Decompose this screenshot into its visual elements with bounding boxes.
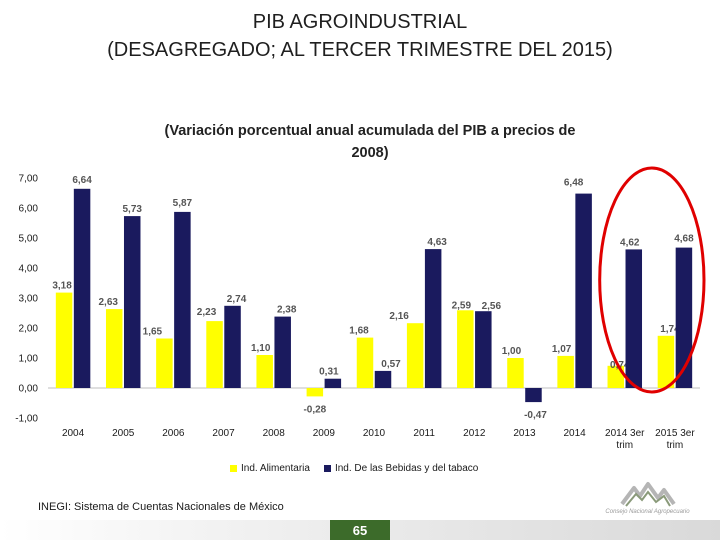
x-tick-label: 2004 <box>62 428 85 439</box>
x-tick-label: 2015 3er <box>655 428 695 439</box>
x-tick-label: 2005 <box>112 428 135 439</box>
title-line-2: (DESAGREGADO; AL TERCER TRIMESTRE DEL 20… <box>107 39 613 61</box>
data-label: 2,23 <box>197 307 217 318</box>
bar-beverages <box>475 311 492 388</box>
chart-subtitle: (Variación porcentual anual acumulada de… <box>164 123 576 161</box>
x-tick-label: 2008 <box>263 428 286 439</box>
logo-caption: Consejo Nacional Agropecuario <box>605 509 690 515</box>
data-label: -0,28 <box>303 404 326 415</box>
bar-beverages <box>625 249 643 388</box>
y-tick-label: 4,00 <box>19 264 39 275</box>
bar-food <box>557 355 574 388</box>
mountains-logo-icon <box>619 482 676 507</box>
x-tick-label: 2010 <box>363 428 386 439</box>
data-label: 5,87 <box>173 198 193 209</box>
bar-chart: -1,00 0,00 1,00 2,00 3,00 4,00 5,00 6,00 7,00 3,1… <box>15 166 706 451</box>
data-label: 4,63 <box>427 237 447 248</box>
data-label: 0,74 <box>610 360 630 371</box>
bar-food <box>507 358 524 388</box>
organization-logo: Consejo Nacional Agropecuario <box>590 480 705 520</box>
data-label: 5,73 <box>122 204 142 215</box>
data-label: 1,74 <box>660 324 680 335</box>
bar-food <box>206 321 223 388</box>
data-label: 4,68 <box>674 234 694 245</box>
data-label: 1,10 <box>251 343 271 354</box>
data-label: 1,00 <box>502 346 522 357</box>
legend-item-food: Ind. Alimentaria <box>230 463 310 474</box>
bar-beverages <box>324 378 342 388</box>
data-label: 2,16 <box>389 311 409 322</box>
bar-food <box>657 335 675 388</box>
bar-food <box>105 309 123 388</box>
x-tick-label: 2014 3er <box>605 428 645 439</box>
chart-legend: Ind. Alimentaria Ind. De las Bebidas y d… <box>230 463 478 474</box>
x-tick-label: 2013 <box>513 428 536 439</box>
bar-beverages <box>374 370 392 388</box>
data-label: 0,57 <box>381 359 401 370</box>
data-label: 2,59 <box>452 300 472 311</box>
highlight-ellipse <box>598 166 706 394</box>
y-tick-label: 3,00 <box>19 294 39 305</box>
y-tick-label: 2,00 <box>19 324 39 335</box>
y-tick-label: 5,00 <box>19 234 39 245</box>
legend-label-food: Ind. Alimentaria <box>241 463 310 474</box>
legend-label-beverages: Ind. De las Bebidas y del tabaco <box>334 463 479 474</box>
bar-beverages <box>224 305 241 388</box>
bar-beverages <box>123 216 141 388</box>
x-tick-label: 2012 <box>463 428 486 439</box>
data-label: 0,31 <box>319 367 339 378</box>
x-tick-label: 2009 <box>313 428 336 439</box>
bar-food <box>156 338 173 388</box>
bar-food <box>406 323 424 388</box>
data-label: 2,74 <box>227 294 247 305</box>
y-tick-label: 6,00 <box>19 204 39 215</box>
bar-food <box>306 388 324 397</box>
bar-beverages <box>73 188 91 388</box>
data-label: -0,47 <box>524 410 547 421</box>
bar-food <box>55 292 73 388</box>
bar-food <box>457 310 474 388</box>
bar-beverages <box>424 249 442 388</box>
title-line-1: PIB AGROINDUSTRIAL <box>252 11 468 33</box>
x-tick-label: 2007 <box>212 428 235 439</box>
y-tick-label: 7,00 <box>19 174 39 185</box>
y-tick-label: 0,00 <box>19 384 39 395</box>
data-label: 1,65 <box>143 327 163 338</box>
page-title: PIB AGROINDUSTRIAL (DESAGREGADO; AL TERC… <box>0 8 720 64</box>
bar-beverages <box>174 211 191 388</box>
data-label: 6,64 <box>72 175 92 186</box>
data-label: 2,63 <box>98 297 118 308</box>
bar-beverages <box>575 193 592 388</box>
bar-beverages <box>274 316 291 388</box>
legend-item-beverages: Ind. De las Bebidas y del tabaco <box>323 463 479 474</box>
x-tick-label: trim <box>616 440 633 451</box>
x-tick-label: 2014 <box>563 428 586 439</box>
source-note: INEGI: Sistema de Cuentas Nacionales de … <box>38 501 284 513</box>
bar-food <box>356 337 374 388</box>
x-tick-label: trim <box>667 440 684 451</box>
data-label: 6,48 <box>564 178 584 189</box>
bar-beverages <box>525 388 542 403</box>
x-tick-label: 2006 <box>162 428 185 439</box>
y-tick-label: 1,00 <box>19 354 39 365</box>
legend-swatch-beverages <box>323 465 331 472</box>
data-label: 4,62 <box>620 237 640 248</box>
page-number: 65 <box>330 520 390 540</box>
x-tick-label: 2011 <box>413 428 435 439</box>
legend-swatch-food <box>230 465 237 472</box>
y-tick-label: -1,00 <box>15 414 38 425</box>
data-label: 1,07 <box>552 344 572 355</box>
data-label: 2,38 <box>277 305 297 316</box>
data-label: 2,56 <box>482 301 502 312</box>
data-label: 3,18 <box>52 281 72 292</box>
bar-beverages <box>675 247 693 388</box>
bar-food <box>256 355 273 388</box>
data-label: 1,68 <box>349 326 369 337</box>
